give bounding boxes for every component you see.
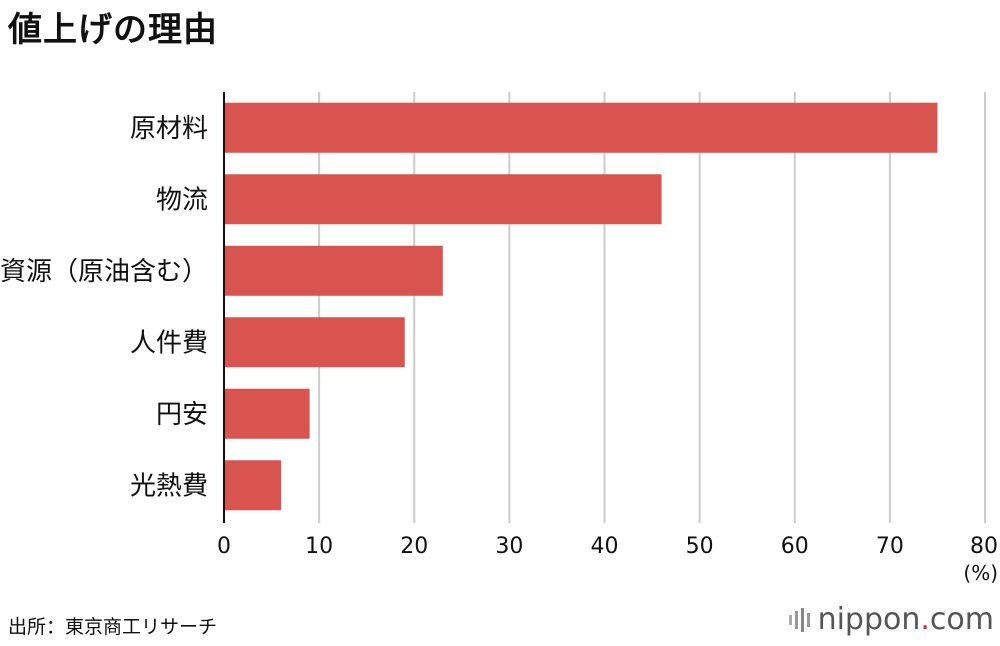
source-note: 出所：東京商工リサーチ	[8, 616, 218, 638]
x-tick-label-30: 30	[495, 534, 523, 559]
gridlines	[318, 92, 986, 523]
category-label-0: 原材料	[130, 114, 208, 144]
category-label-2: 資源（原油含む）	[0, 257, 208, 287]
bar-0	[224, 102, 938, 153]
x-tick-label-50: 50	[686, 534, 714, 559]
x-tick-label-40: 40	[591, 534, 619, 559]
category-label-4: 円安	[156, 400, 208, 430]
bar-3	[224, 317, 405, 368]
bar-5	[224, 460, 282, 511]
x-tick-label-60: 60	[781, 534, 809, 559]
x-tick-labels: 0 10 20 30 40 50 60 70 80	[217, 534, 998, 559]
nippon-logo: nippon. com	[788, 602, 994, 637]
bar-1	[224, 174, 662, 225]
logo-dot: .	[920, 602, 930, 637]
bars	[224, 102, 938, 511]
category-label-5: 光熱費	[130, 471, 208, 501]
x-unit-label: (%)	[963, 561, 998, 585]
nippon-logo-bars-icon	[788, 607, 810, 632]
bar-2	[224, 245, 443, 296]
bar-4	[224, 388, 310, 439]
x-tick-label-10: 10	[305, 534, 333, 559]
logo-name: nippon	[817, 602, 921, 637]
chart-title: 値上げの理由	[8, 10, 218, 50]
x-tick-label-80: 80	[970, 534, 998, 559]
category-label-1: 物流	[156, 185, 208, 215]
logo-tld: com	[929, 602, 994, 637]
x-tick-label-0: 0	[217, 534, 231, 559]
x-tick-label-20: 20	[400, 534, 428, 559]
x-tick-label-70: 70	[876, 534, 904, 559]
category-label-3: 人件費	[130, 328, 208, 358]
